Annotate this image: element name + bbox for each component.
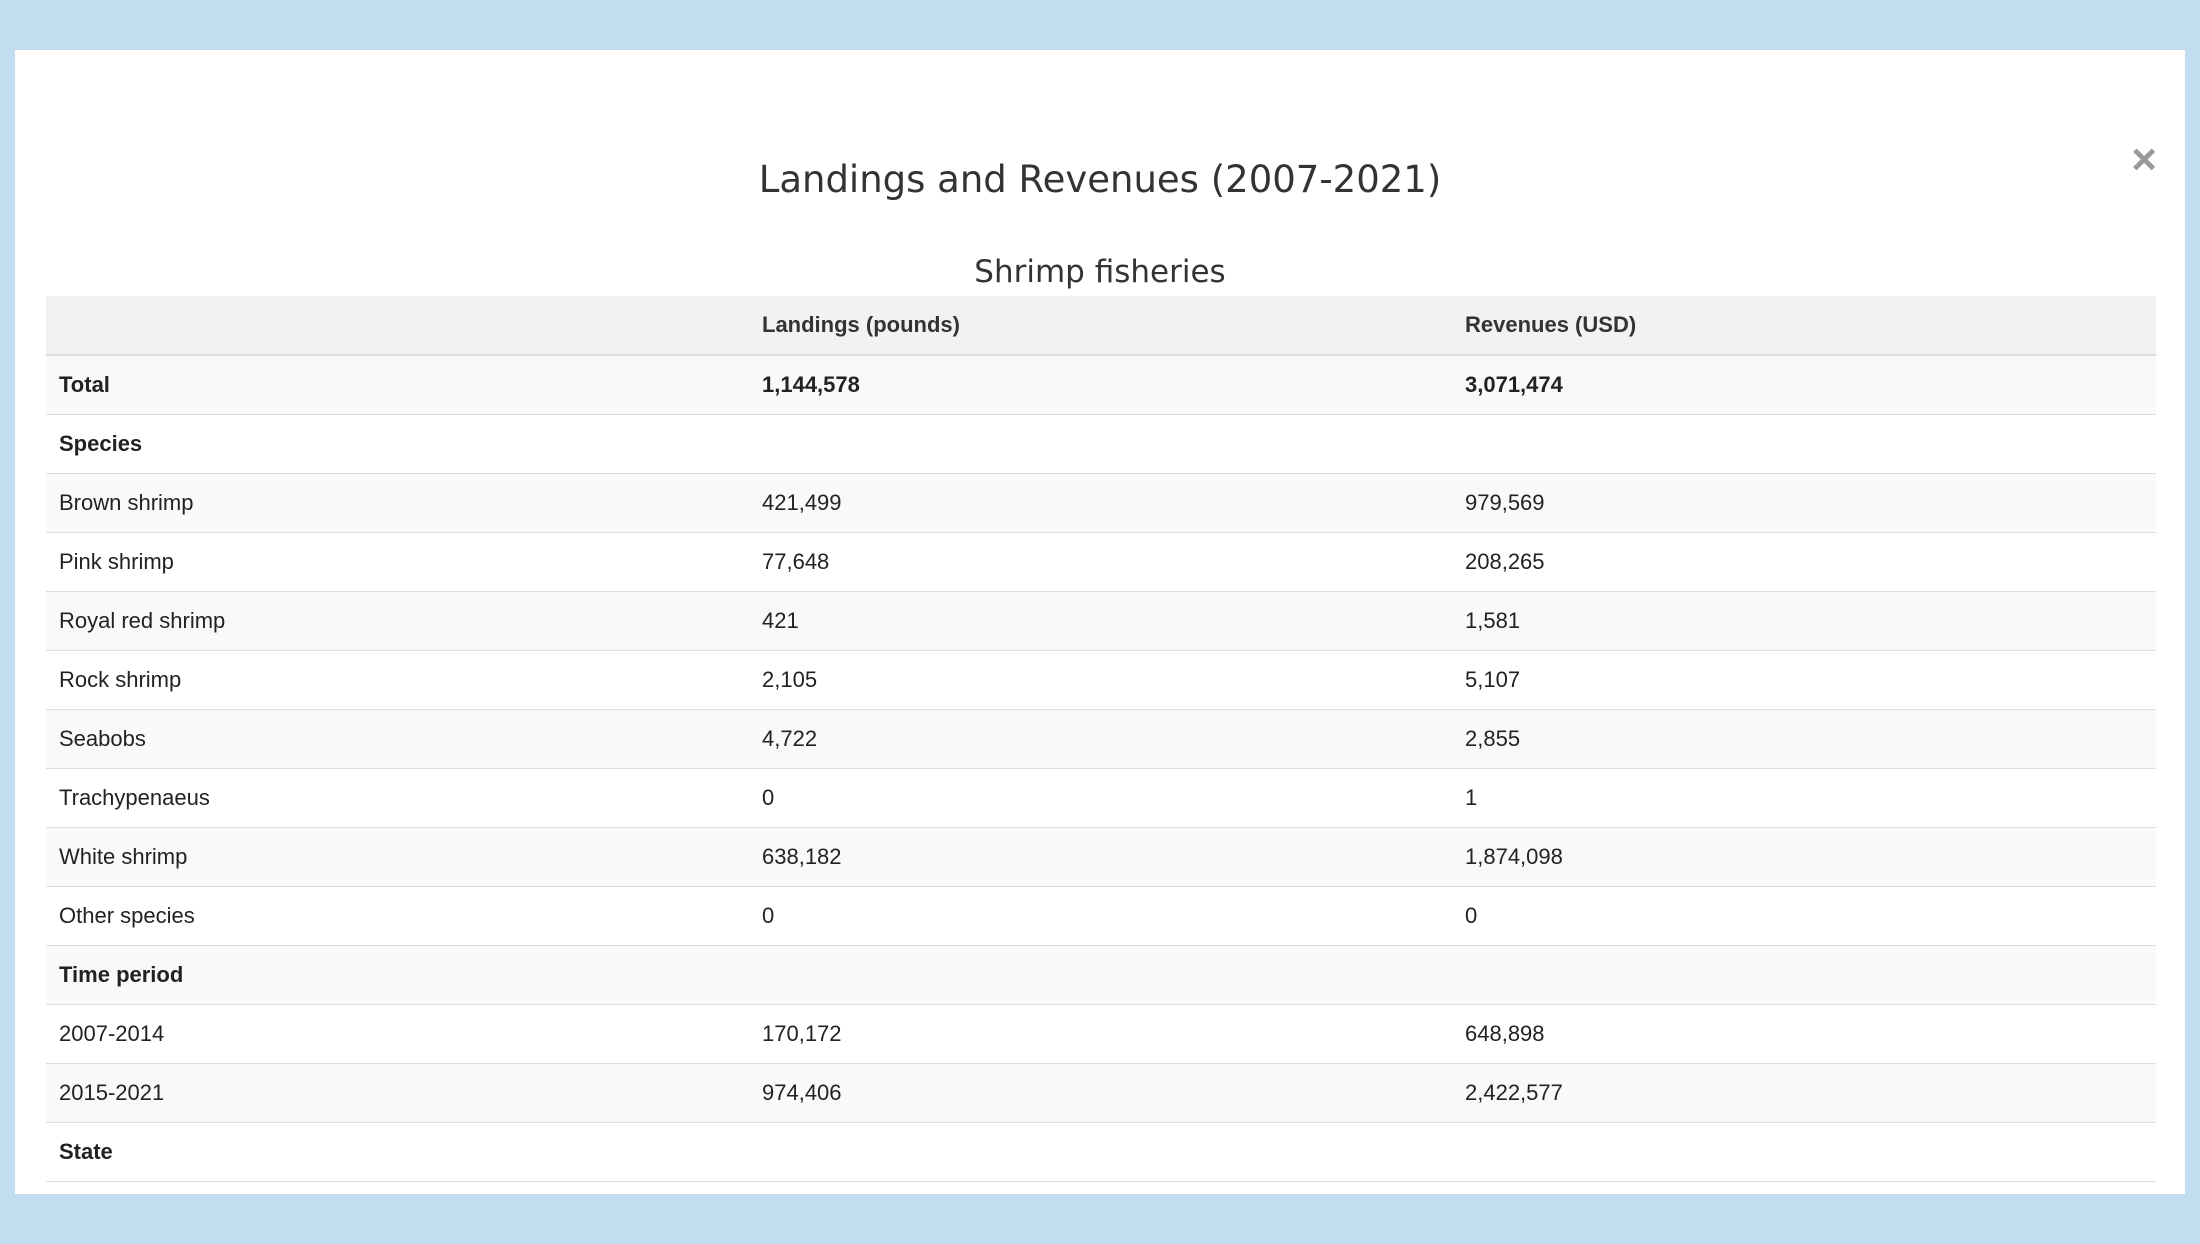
header-cell: Revenues (USD) [1465,312,1637,337]
table-cell: 2,855 [1465,726,1521,751]
table-row: Seabobs 4,722 2,855 [46,710,2156,769]
table-row: 2015-2021 974,406 2,422,577 [46,1064,2156,1123]
table-cell: 0 [1465,903,1478,928]
table-header: Landings (pounds) Revenues (USD) [46,296,2156,356]
section-title: Species [59,431,143,456]
modal-subtitle: Shrimp fisheries [974,254,1226,290]
table-cell: 421,499 [762,490,842,515]
table-cell: Brown shrimp [59,490,194,515]
table-cell: 2007-2014 [59,1021,165,1046]
table-cell: 1,144,578 [762,372,860,397]
table-cell: 0 [762,785,775,810]
table-cell: 77,648 [762,549,830,574]
table-row: White shrimp 638,182 1,874,098 [46,828,2156,887]
table-cell: 5,107 [1465,667,1521,692]
table-cell: 648,898 [1465,1021,1545,1046]
table-cell: 2,422,577 [1465,1080,1563,1105]
table-row: 2007-2014 170,172 648,898 [46,1005,2156,1064]
table-cell: 1,874,098 [1465,844,1563,869]
table-cell: 1,581 [1465,608,1521,633]
table-cell: 638,182 [762,844,842,869]
table-cell: White shrimp [59,844,188,869]
table-cell: 0 [762,903,775,928]
data-table: Landings (pounds) Revenues (USD) Total 1,14… [46,296,2156,1182]
table-cell: 1 [1465,785,1478,810]
table-row: State [46,1123,2156,1182]
table-cell: 208,265 [1465,549,1545,574]
table-cell: 170,172 [762,1021,842,1046]
table-cell: Royal red shrimp [59,608,226,633]
close-button[interactable]: × [2131,135,2157,184]
table-cell: Pink shrimp [59,549,174,574]
section-title: State [59,1139,113,1164]
table-row: Pink shrimp 77,648 208,265 [46,533,2156,592]
modal-title: Landings and Revenues (2007-2021) [758,158,1442,201]
table-cell: Other species [59,903,195,928]
table-cell: 4,722 [762,726,818,751]
table-cell: Rock shrimp [59,667,182,692]
table-row: Brown shrimp 421,499 979,569 [46,474,2156,533]
table-cell: 3,071,474 [1465,372,1563,397]
table-cell: 979,569 [1465,490,1545,515]
table-cell: 2015-2021 [59,1080,165,1105]
table-row: Species [46,415,2156,474]
table-row: Trachypenaeus 0 1 [46,769,2156,828]
table-cell: 2,105 [762,667,818,692]
table-cell: Seabobs [59,726,146,751]
modal: Landings and Revenues (2007-2021) Shrimp… [15,50,2185,1194]
table-cell: 421 [762,608,799,633]
table-row: Royal red shrimp 421 1,581 [46,592,2156,651]
table-row: Total 1,144,578 3,071,474 [46,356,2156,415]
table-row: Other species 0 0 [46,887,2156,946]
table-row: Time period [46,946,2156,1005]
table-row: Rock shrimp 2,105 5,107 [46,651,2156,710]
header-cell: Landings (pounds) [762,312,960,337]
table-cell: Trachypenaeus [59,785,210,810]
section-title: Time period [59,962,184,987]
table-cell: Total [59,372,110,397]
table-cell: 974,406 [762,1080,842,1105]
